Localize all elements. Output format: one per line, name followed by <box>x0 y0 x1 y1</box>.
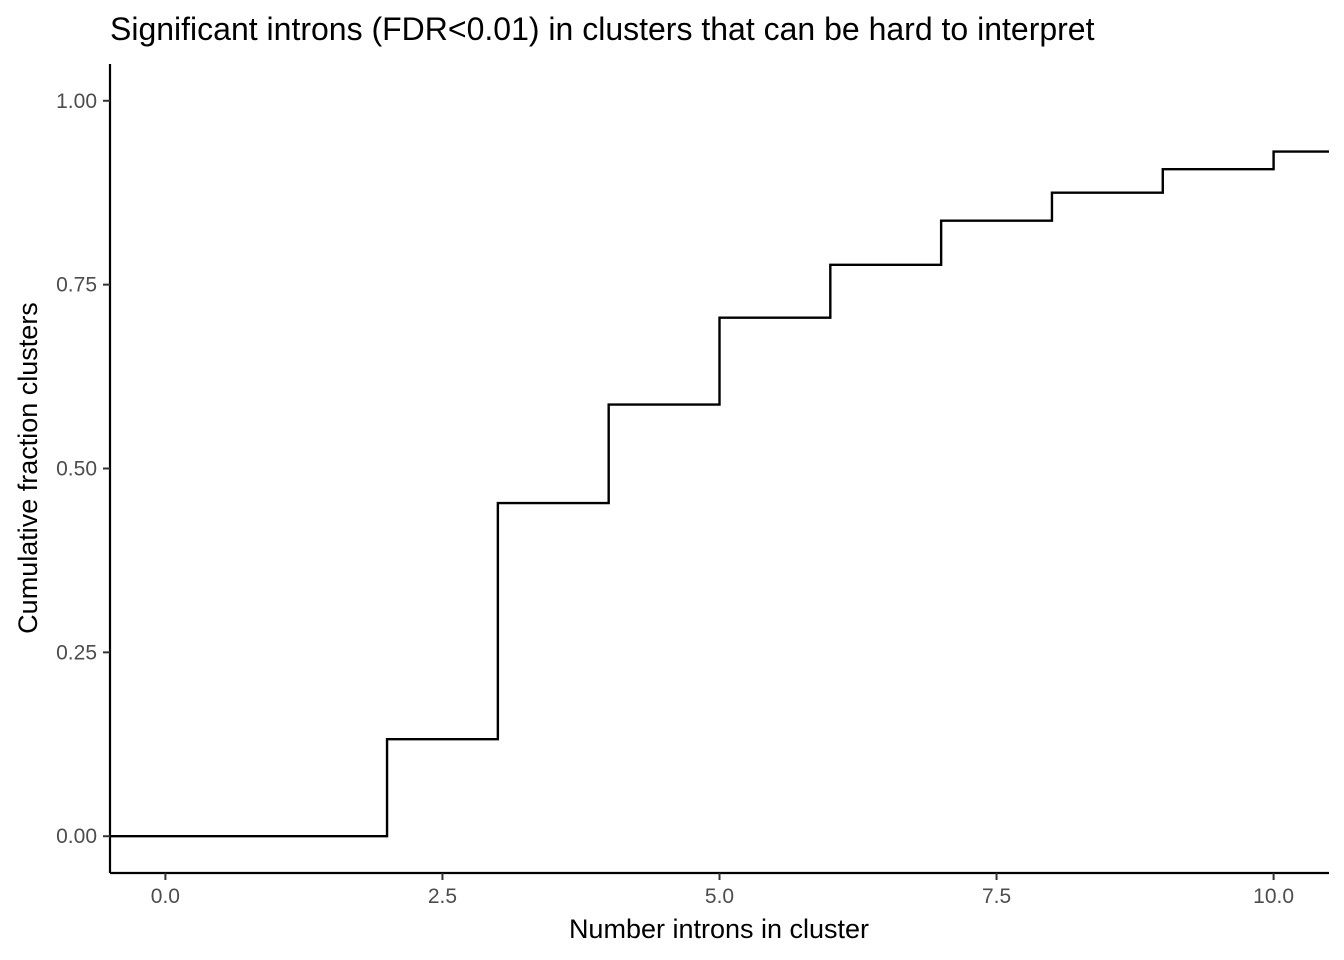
x-axis-label: Number introns in cluster <box>569 914 869 944</box>
y-tick-label: 0.25 <box>56 641 97 664</box>
x-tick-label: 2.5 <box>428 885 457 908</box>
plot-area <box>110 150 1329 838</box>
y-tick-label: 0.50 <box>56 458 97 481</box>
y-tick-label: 0.75 <box>56 274 97 297</box>
x-tick-label: 0.0 <box>151 885 180 908</box>
y-axis-label: Cumulative fraction clusters <box>13 302 43 634</box>
x-tick-label: 10.0 <box>1253 885 1294 908</box>
chart-title: Significant introns (FDR<0.01) in cluste… <box>110 11 1095 47</box>
x-tick-label: 5.0 <box>705 885 734 908</box>
ecdf-step-line <box>110 150 1329 838</box>
x-tick-label: 7.5 <box>982 885 1011 908</box>
y-axis: 0.00 0.25 0.50 0.75 1.00 <box>56 64 112 873</box>
x-axis: 0.0 2.5 5.0 7.5 10.0 <box>110 871 1329 908</box>
y-tick-label: 1.00 <box>56 90 97 113</box>
y-tick-label: 0.00 <box>56 825 97 848</box>
